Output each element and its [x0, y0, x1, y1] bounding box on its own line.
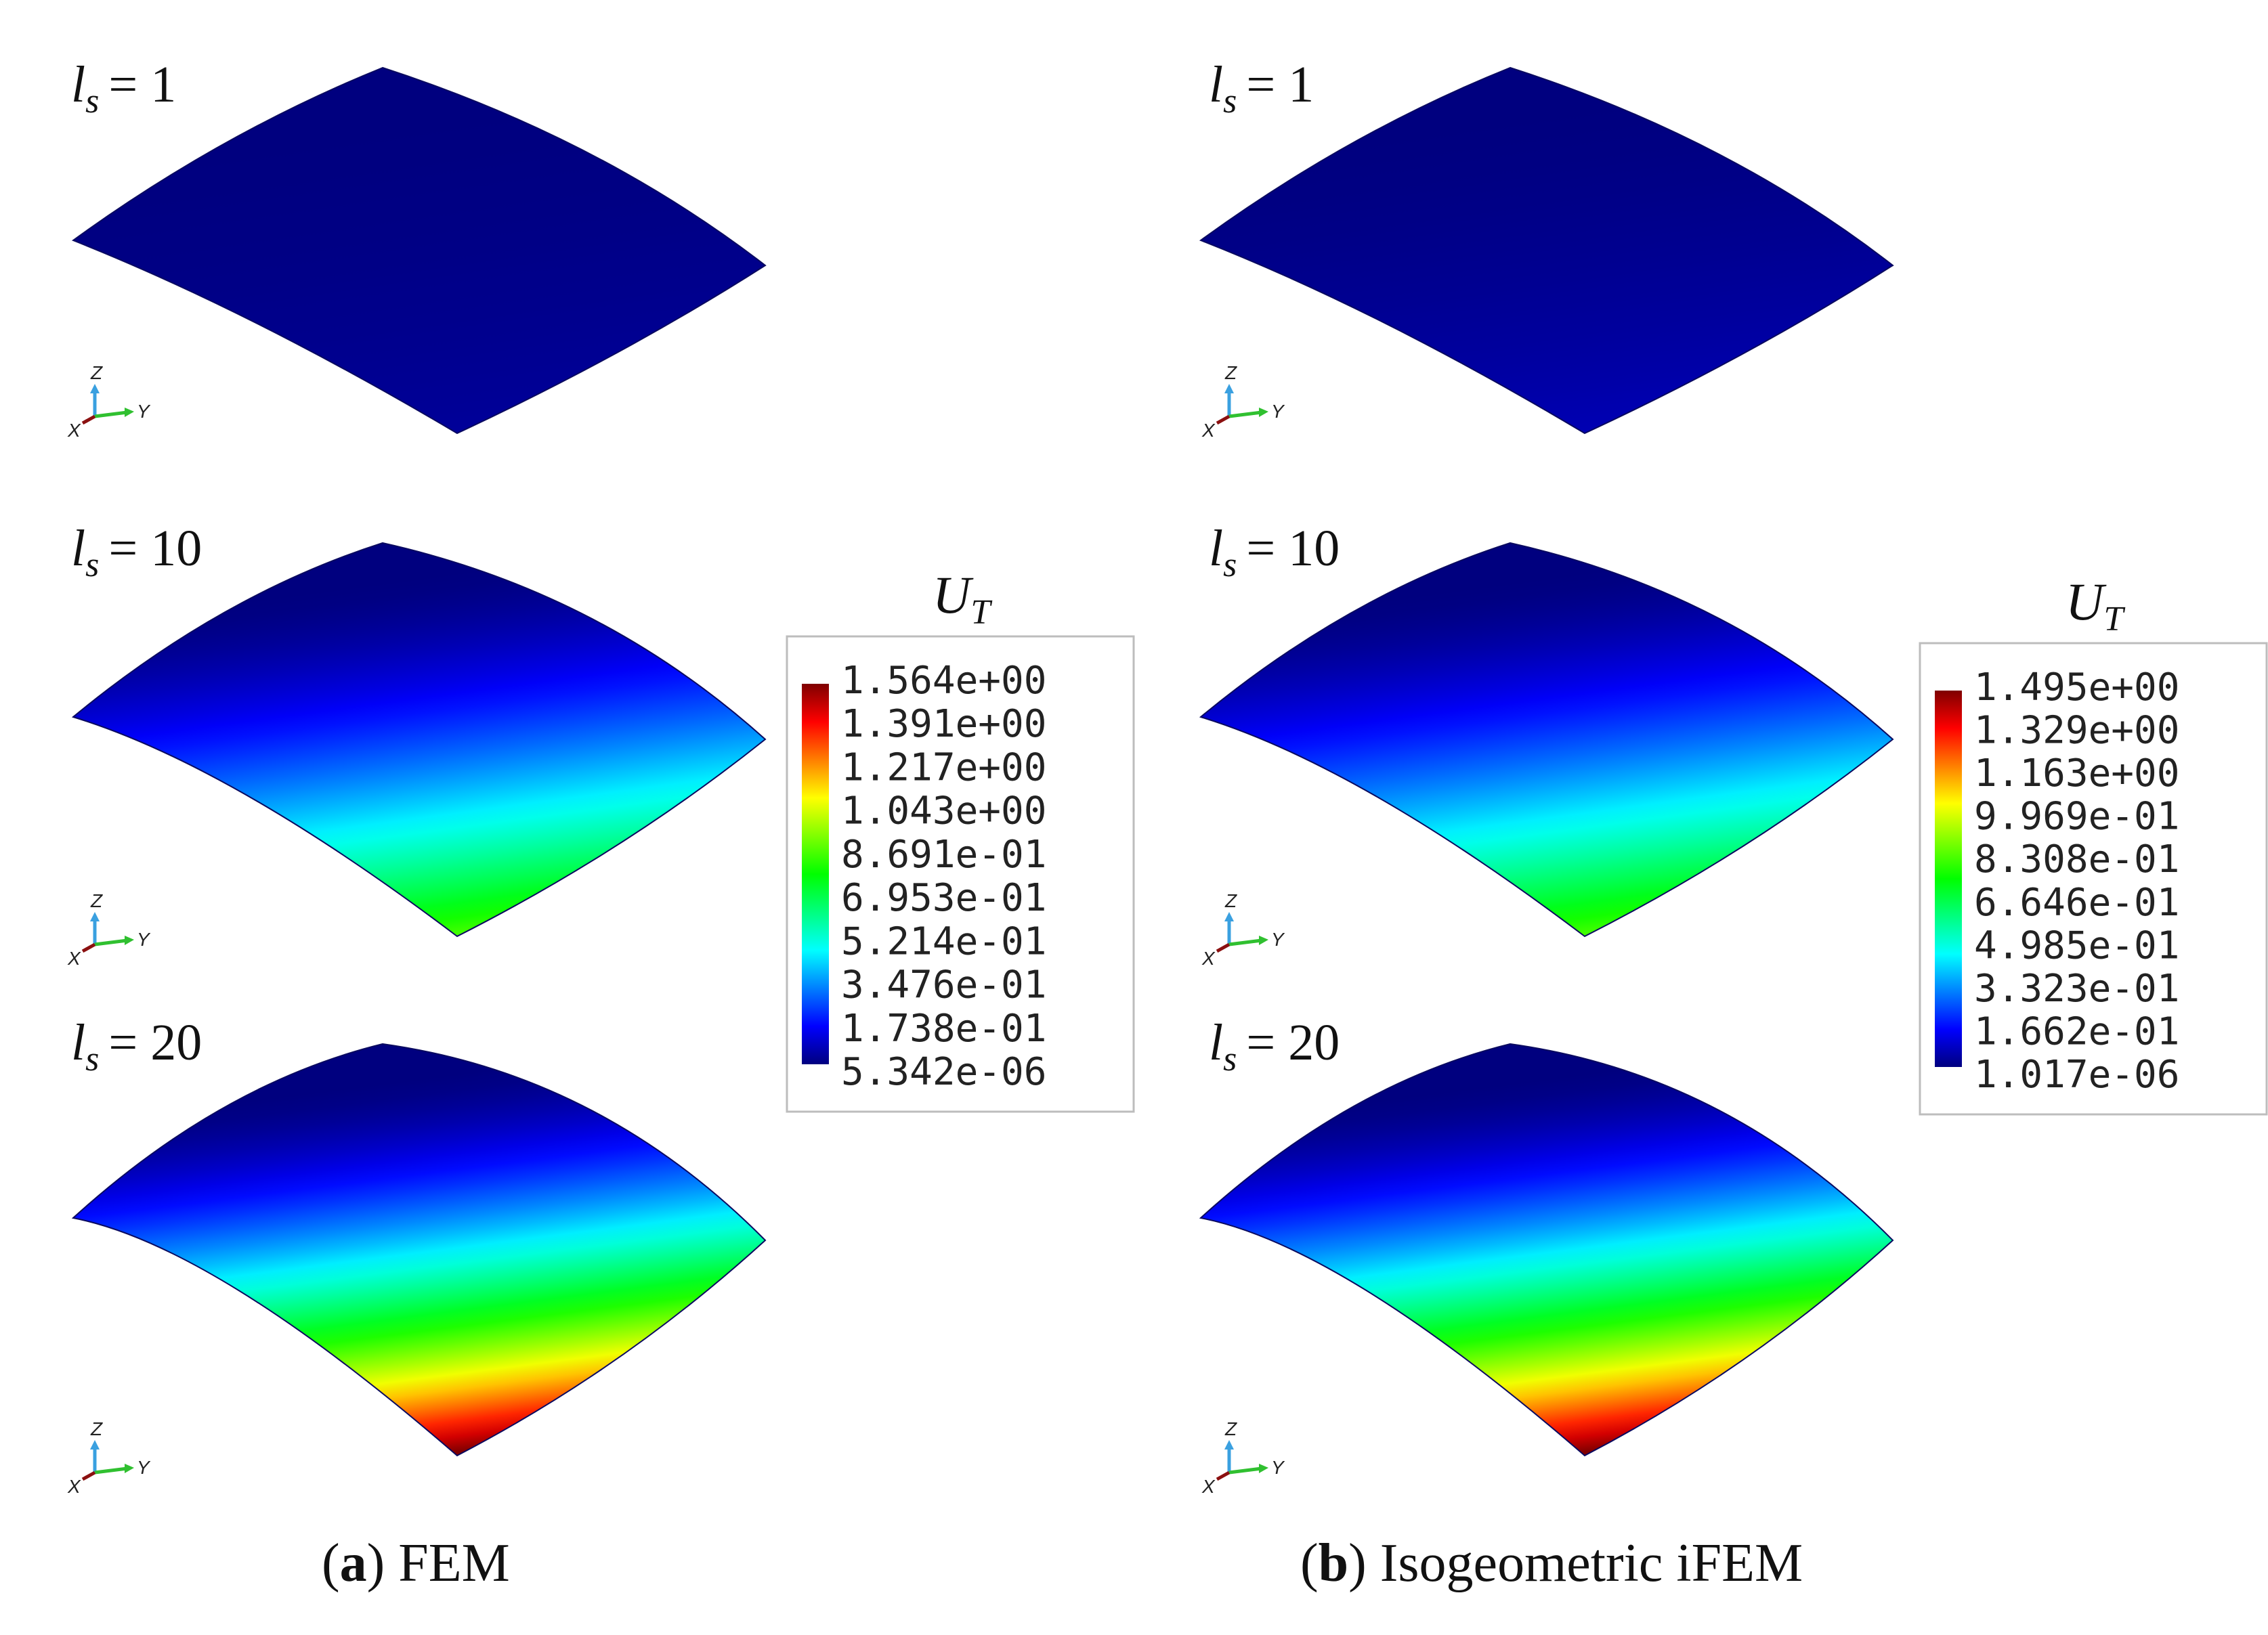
legends-layer: UT1.564e+001.391e+001.217e+001.043e+008.… — [786, 565, 2268, 1116]
ls-label-a-1: ls = 1 — [71, 56, 176, 121]
legend-value-a-9: 5.342e-06 — [841, 1050, 1046, 1094]
triad-z-label: Z — [1224, 1418, 1237, 1439]
legend-value-b-1: 1.329e+00 — [1974, 709, 2179, 753]
legend-value-a-3: 1.043e+00 — [841, 789, 1046, 833]
legend-value-a-6: 5.214e-01 — [841, 919, 1046, 963]
triad-y-label: Y — [137, 401, 151, 422]
legend-value-b-7: 3.323e-01 — [1974, 967, 2179, 1011]
triad-x-label: X — [1201, 420, 1216, 441]
legend-value-b-4: 8.308e-01 — [1974, 837, 2179, 881]
legend-b: UT 1.495e+001.329e+001.163e+009.969e-018.… — [1919, 572, 2268, 1116]
triad-y-label: Y — [1271, 1457, 1285, 1478]
surface-a-row-1 — [71, 66, 767, 435]
surface-b-row-3 — [1199, 1043, 1894, 1457]
legend-value-a-7: 3.476e-01 — [841, 963, 1046, 1007]
legend-value-a-2: 1.217e+00 — [841, 745, 1046, 789]
legend-value-a-8: 1.738e-01 — [841, 1007, 1046, 1051]
captions-layer: (a) FEM (b) Isogeometric iFEM — [322, 1533, 1803, 1593]
ls-label-b-2: ls = 10 — [1209, 520, 1340, 584]
caption-b: (b) Isogeometric iFEM — [1300, 1533, 1803, 1593]
triad-z-label: Z — [90, 362, 103, 383]
ls-label-b-3: ls = 20 — [1209, 1014, 1340, 1078]
axis-triad-b-2: Z X Y — [1201, 890, 1285, 969]
legend-value-b-0: 1.495e+00 — [1974, 666, 2179, 710]
legend-title-b: UT — [2066, 572, 2125, 638]
ls-label-a-3: ls = 20 — [71, 1014, 202, 1078]
triad-y-label: Y — [137, 1457, 151, 1478]
legend-value-b-9: 1.017e-06 — [1974, 1053, 2179, 1097]
axis-triad-a-1: Z X Y — [67, 362, 151, 441]
triad-y-label: Y — [1271, 929, 1285, 950]
triad-y-label: Y — [1271, 401, 1285, 422]
triad-z-label: Z — [90, 890, 103, 911]
caption-a: (a) FEM — [322, 1533, 510, 1593]
triad-x-label: X — [67, 1476, 81, 1497]
axis-triad-a-3: Z X Y — [67, 1418, 151, 1497]
ls-label-b-1: ls = 1 — [1209, 56, 1314, 121]
triad-z-label: Z — [1224, 890, 1237, 911]
triad-x-label: X — [67, 420, 81, 441]
triad-x-label: X — [1201, 1476, 1216, 1497]
surface-b-row-1 — [1199, 66, 1894, 435]
triad-x-label: X — [1201, 948, 1216, 969]
colorbar-a — [802, 684, 829, 1064]
legend-value-b-6: 4.985e-01 — [1974, 923, 2179, 967]
legend-a: UT 1.564e+001.391e+001.217e+001.043e+008.… — [786, 565, 1135, 1113]
legend-value-a-1: 1.391e+00 — [841, 702, 1046, 746]
legend-value-b-8: 1.662e-01 — [1974, 1009, 2179, 1053]
surface-a-row-2 — [71, 542, 767, 938]
legend-value-b-2: 1.163e+00 — [1974, 751, 2179, 795]
triad-x-label: X — [67, 948, 81, 969]
legend-value-b-5: 6.646e-01 — [1974, 881, 2179, 925]
colorbar-b — [1935, 691, 1962, 1067]
triad-z-label: Z — [90, 1418, 103, 1439]
labels-layer: ls = 1 Z X Yls = 10 Z X Yls = 20 Z X Yls = 1 Z X Yls = 10… — [67, 56, 1340, 1497]
legend-value-a-0: 1.564e+00 — [841, 659, 1046, 703]
legend-box-b — [1919, 642, 2268, 1116]
legend-value-b-3: 9.969e-01 — [1974, 795, 2179, 839]
legend-box-a — [786, 635, 1135, 1113]
triad-z-label: Z — [1224, 362, 1237, 383]
surface-b-row-2 — [1199, 542, 1894, 938]
surfaces-layer — [71, 66, 1894, 1457]
ls-label-a-2: ls = 10 — [71, 520, 202, 584]
triad-y-label: Y — [137, 929, 151, 950]
legend-value-a-4: 8.691e-01 — [841, 833, 1046, 877]
surface-a-row-3 — [71, 1043, 767, 1457]
legend-title-a: UT — [933, 565, 992, 632]
legend-value-a-5: 6.953e-01 — [841, 876, 1046, 920]
axis-triad-a-2: Z X Y — [67, 890, 151, 969]
axis-triad-b-1: Z X Y — [1201, 362, 1285, 441]
axis-triad-b-3: Z X Y — [1201, 1418, 1285, 1497]
